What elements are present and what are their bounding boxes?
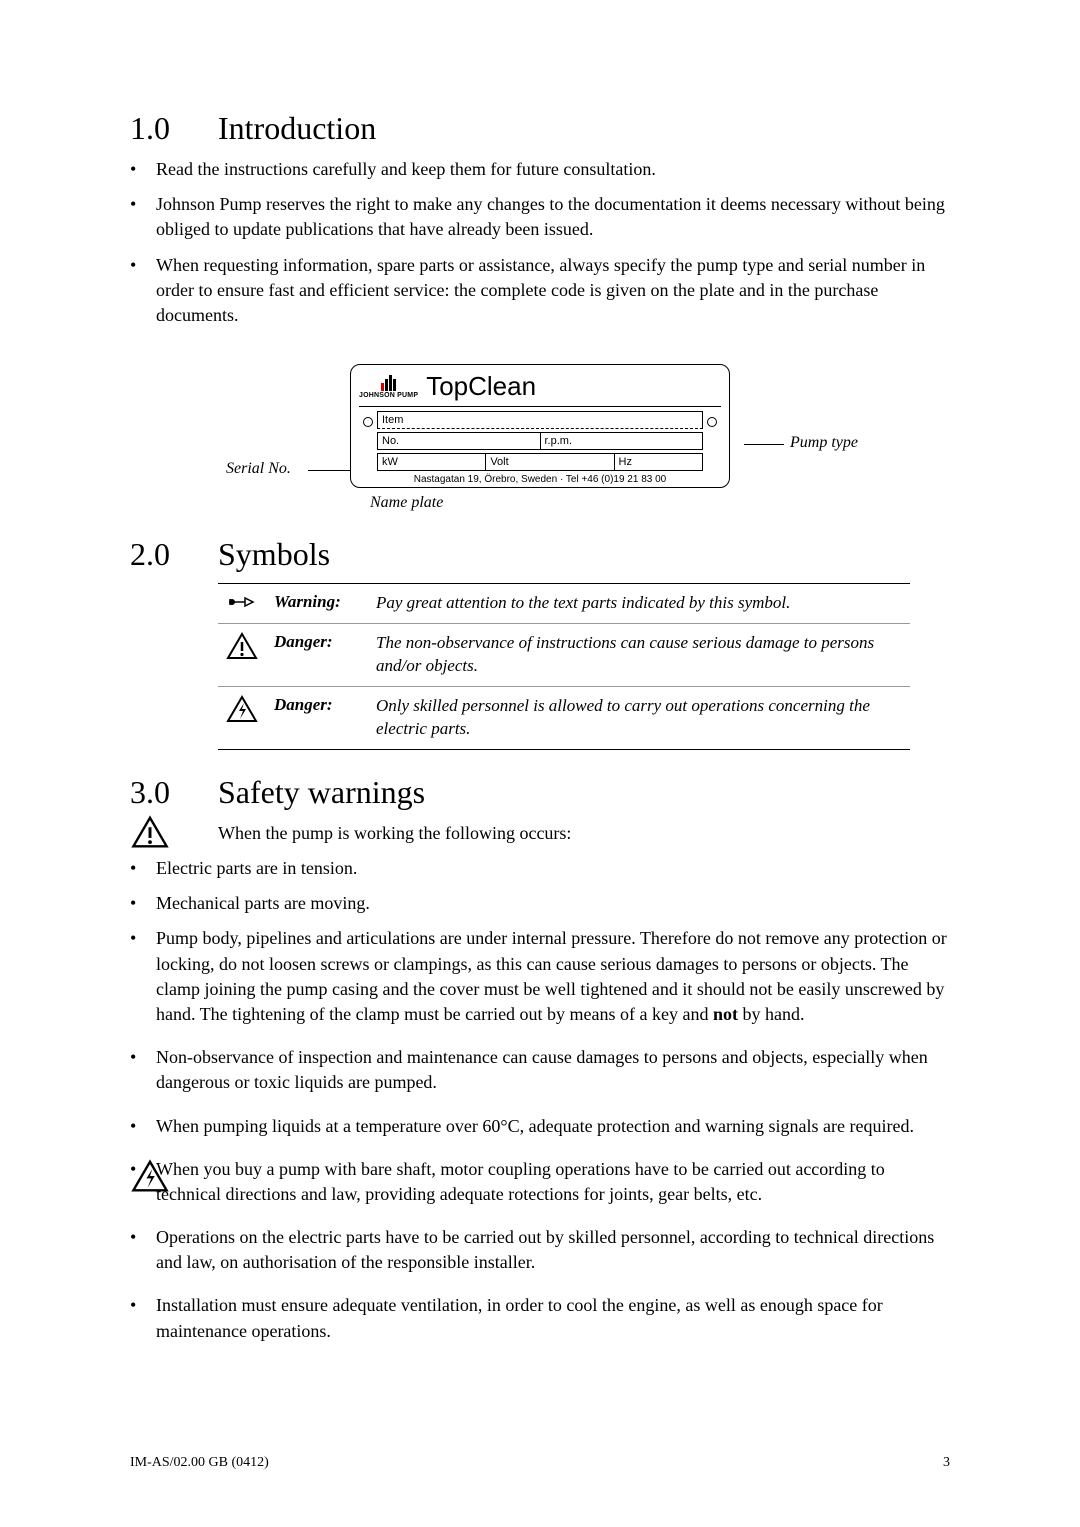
list-item: When requesting information, spare parts…: [130, 253, 950, 329]
list-item: Operations on the electric parts have to…: [130, 1225, 950, 1275]
callout-line: [308, 470, 350, 471]
text-bold: not: [713, 1004, 738, 1024]
footer-doc-id: IM-AS/02.00 GB (0412): [130, 1455, 269, 1471]
section-safety-warnings: 3.0 Safety warnings When the pump is wor…: [130, 774, 950, 1344]
safety-bullets-c: Operations on the electric parts have to…: [130, 1225, 950, 1344]
list-item: Electric parts are in tension.: [130, 856, 950, 881]
nameplate-address: Nastagatan 19, Örebro, Sweden · Tel +46 …: [359, 474, 721, 485]
list-item: Johnson Pump reserves the right to make …: [130, 192, 950, 242]
safety-bullets-b: Non-observance of inspection and mainten…: [130, 1045, 950, 1207]
symbol-label: Danger:: [274, 695, 362, 715]
nameplate-diagram: Serial No. Pump type JOHNSON PUMP TopCle…: [230, 364, 850, 512]
symbol-row-warning: Warning: Pay great attention to the text…: [218, 584, 910, 624]
text-part: by hand.: [738, 1004, 805, 1024]
nameplate-row-item: Item: [377, 411, 703, 429]
section-title: Symbols: [218, 536, 330, 573]
symbol-text: Pay great attention to the text parts in…: [376, 592, 904, 615]
section-header: 3.0 Safety warnings: [130, 774, 950, 811]
bullet-text: When requesting information, spare parts…: [156, 253, 950, 329]
bullet-text: Operations on the electric parts have to…: [156, 1225, 950, 1275]
bullet-text: Read the instructions carefully and keep…: [156, 157, 656, 182]
list-item: Mechanical parts are moving.: [130, 891, 950, 916]
bullet-text: Electric parts are in tension.: [156, 856, 357, 881]
nameplate-field-hz: Hz: [615, 454, 702, 470]
symbol-row-danger-electric: Danger: Only skilled personnel is allowe…: [218, 687, 910, 749]
list-item: Non-observance of inspection and mainten…: [130, 1045, 950, 1095]
bullet-text: Johnson Pump reserves the right to make …: [156, 192, 950, 242]
list-item: Pump body, pipelines and articulations a…: [130, 926, 950, 1027]
bullet-text: Non-observance of inspection and mainten…: [156, 1045, 950, 1095]
bullet-text: Pump body, pipelines and articulations a…: [156, 926, 950, 1027]
nameplate-field-rpm: r.p.m.: [541, 433, 703, 449]
triangle-exclamation-icon: [224, 632, 260, 660]
callout-serial-no: Serial No.: [226, 460, 291, 478]
symbols-table: Warning: Pay great attention to the text…: [218, 583, 910, 750]
bullet-text: When you buy a pump with bare shaft, mot…: [156, 1157, 950, 1207]
section-number: 3.0: [130, 774, 186, 811]
symbol-text: Only skilled personnel is allowed to car…: [376, 695, 904, 741]
screw-icon: [363, 417, 373, 427]
section-title: Introduction: [218, 110, 376, 147]
nameplate-header: JOHNSON PUMP TopClean: [359, 371, 721, 407]
nameplate-title: TopClean: [426, 371, 536, 402]
text-part: Pump body, pipelines and articulations a…: [156, 928, 947, 1024]
nameplate-field-volt: Volt: [486, 454, 614, 470]
bullet-text: Installation must ensure adequate ventil…: [156, 1293, 950, 1343]
list-item: Installation must ensure adequate ventil…: [130, 1293, 950, 1343]
section-symbols: 2.0 Symbols Warning: Pay great attention…: [130, 536, 950, 750]
logo-text: JOHNSON PUMP: [359, 392, 418, 399]
footer-page-number: 3: [943, 1455, 950, 1471]
nameplate-box: JOHNSON PUMP TopClean Item No. r.p.m. kW…: [350, 364, 730, 488]
section-number: 1.0: [130, 110, 186, 147]
section-header: 2.0 Symbols: [130, 536, 950, 573]
section-number: 2.0: [130, 536, 186, 573]
nameplate-row: kW Volt Hz: [377, 453, 703, 471]
bullet-text: Mechanical parts are moving.: [156, 891, 370, 916]
section-introduction: 1.0 Introduction Read the instructions c…: [130, 110, 950, 512]
symbol-row-danger: Danger: The non-observance of instructio…: [218, 624, 910, 687]
margin-triangle-bolt-icon: [130, 1156, 170, 1196]
list-item: When you buy a pump with bare shaft, mot…: [130, 1157, 950, 1207]
intro-bullets: Read the instructions carefully and keep…: [130, 157, 950, 328]
safety-intro: When the pump is working the following o…: [218, 821, 950, 846]
callout-line: [744, 444, 784, 445]
symbol-label: Danger:: [274, 632, 362, 652]
callout-pump-type: Pump type: [790, 434, 858, 452]
list-item: When pumping liquids at a temperature ov…: [130, 1114, 950, 1139]
page-footer: IM-AS/02.00 GB (0412) 3: [130, 1455, 950, 1471]
screw-icon: [707, 417, 717, 427]
list-item: Read the instructions carefully and keep…: [130, 157, 950, 182]
nameplate-field-kw: kW: [378, 454, 486, 470]
section-header: 1.0 Introduction: [130, 110, 950, 147]
symbol-label: Warning:: [274, 592, 362, 612]
finger-point-icon: [224, 592, 260, 612]
section-title: Safety warnings: [218, 774, 425, 811]
margin-triangle-exclamation-icon: [130, 812, 170, 852]
symbol-text: The non-observance of instructions can c…: [376, 632, 904, 678]
nameplate-field-no: No.: [378, 433, 541, 449]
safety-bullets-a: Electric parts are in tension. Mechanica…: [130, 856, 950, 1027]
nameplate-field-item: Item: [378, 412, 702, 428]
bullet-text: When pumping liquids at a temperature ov…: [156, 1114, 914, 1139]
nameplate-caption: Name plate: [370, 494, 850, 512]
nameplate-row: No. r.p.m.: [377, 432, 703, 450]
triangle-bolt-icon: [224, 695, 260, 723]
johnson-pump-logo: JOHNSON PUMP: [359, 375, 418, 399]
logo-bars-icon: [381, 375, 396, 391]
